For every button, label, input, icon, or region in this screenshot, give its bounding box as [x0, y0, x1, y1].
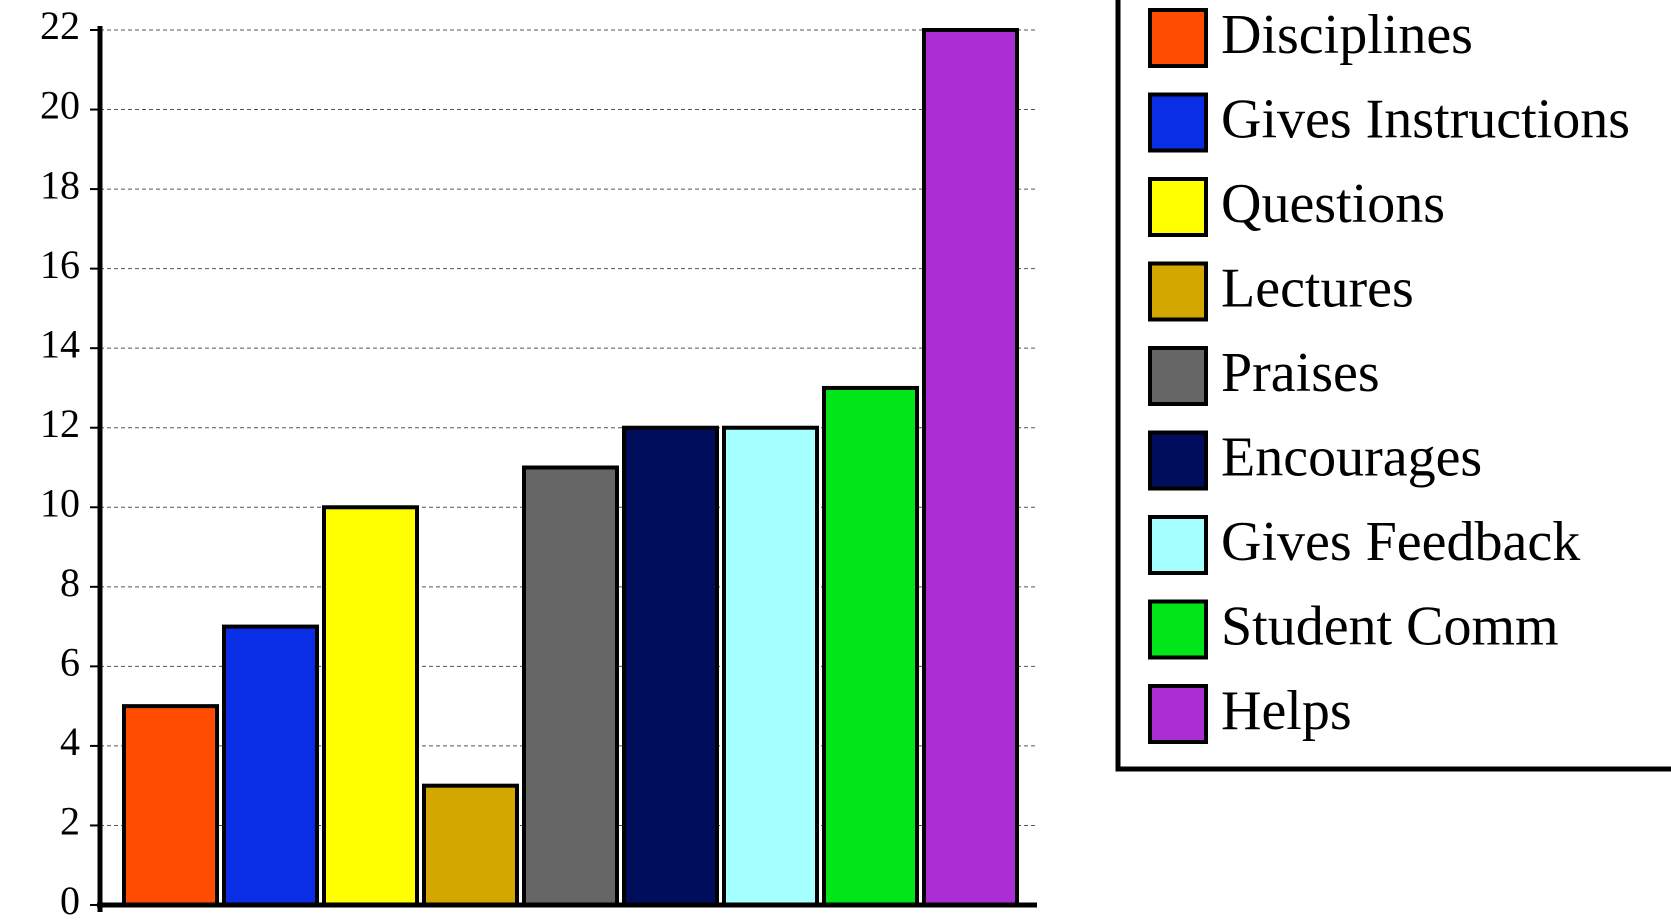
legend-label: Student Comm: [1221, 595, 1559, 657]
bar: [122, 704, 219, 907]
y-tick-label: 0: [60, 878, 80, 923]
y-tick-label: 12: [40, 401, 80, 446]
bar: [322, 505, 419, 907]
y-axis-ticks: 0 2 4 6 8 10 12 14 16 18 20 22: [40, 3, 100, 923]
legend: Disciplines Gives Instructions Questions Le…: [1115, 0, 1671, 772]
bar: [622, 425, 719, 907]
legend-label: Encourages: [1221, 426, 1482, 488]
legend-swatch: [1148, 430, 1208, 491]
legend-swatch: [1148, 177, 1208, 237]
legend-label: Gives Feedback: [1221, 511, 1580, 573]
legend-label: Praises: [1221, 342, 1380, 404]
legend-swatch: [1148, 515, 1208, 575]
y-tick-label: 10: [40, 480, 80, 525]
y-tick-label: 6: [60, 640, 80, 685]
y-tick-label: 20: [40, 83, 80, 128]
legend-swatch: [1148, 92, 1208, 153]
bar: [522, 465, 619, 907]
y-tick-label: 22: [40, 3, 80, 48]
y-tick-label: 4: [60, 719, 80, 764]
y-tick-label: 16: [40, 242, 80, 287]
legend-label: Questions: [1221, 173, 1445, 235]
legend-swatch: [1148, 599, 1208, 660]
bar: [922, 28, 1019, 907]
axes: [97, 26, 1037, 912]
bar: [822, 385, 919, 908]
y-tick-label: 18: [40, 162, 80, 207]
legend-swatch: [1148, 8, 1208, 68]
legend-label: Helps: [1221, 680, 1352, 742]
legend-label: Lectures: [1221, 257, 1414, 319]
bars: [122, 28, 1019, 908]
bar: [422, 783, 519, 908]
y-tick-label: 8: [60, 560, 80, 605]
legend-label: Disciplines: [1221, 4, 1473, 66]
bar: [722, 425, 819, 907]
y-tick-label: 14: [40, 321, 80, 366]
legend-box: [1115, 0, 1671, 772]
legend-swatch: [1148, 346, 1208, 406]
legend-label: Gives Instructions: [1221, 88, 1630, 150]
bar: [222, 624, 319, 907]
legend-swatch: [1148, 261, 1208, 322]
y-tick-label: 2: [60, 799, 80, 844]
legend-swatch: [1148, 684, 1208, 744]
